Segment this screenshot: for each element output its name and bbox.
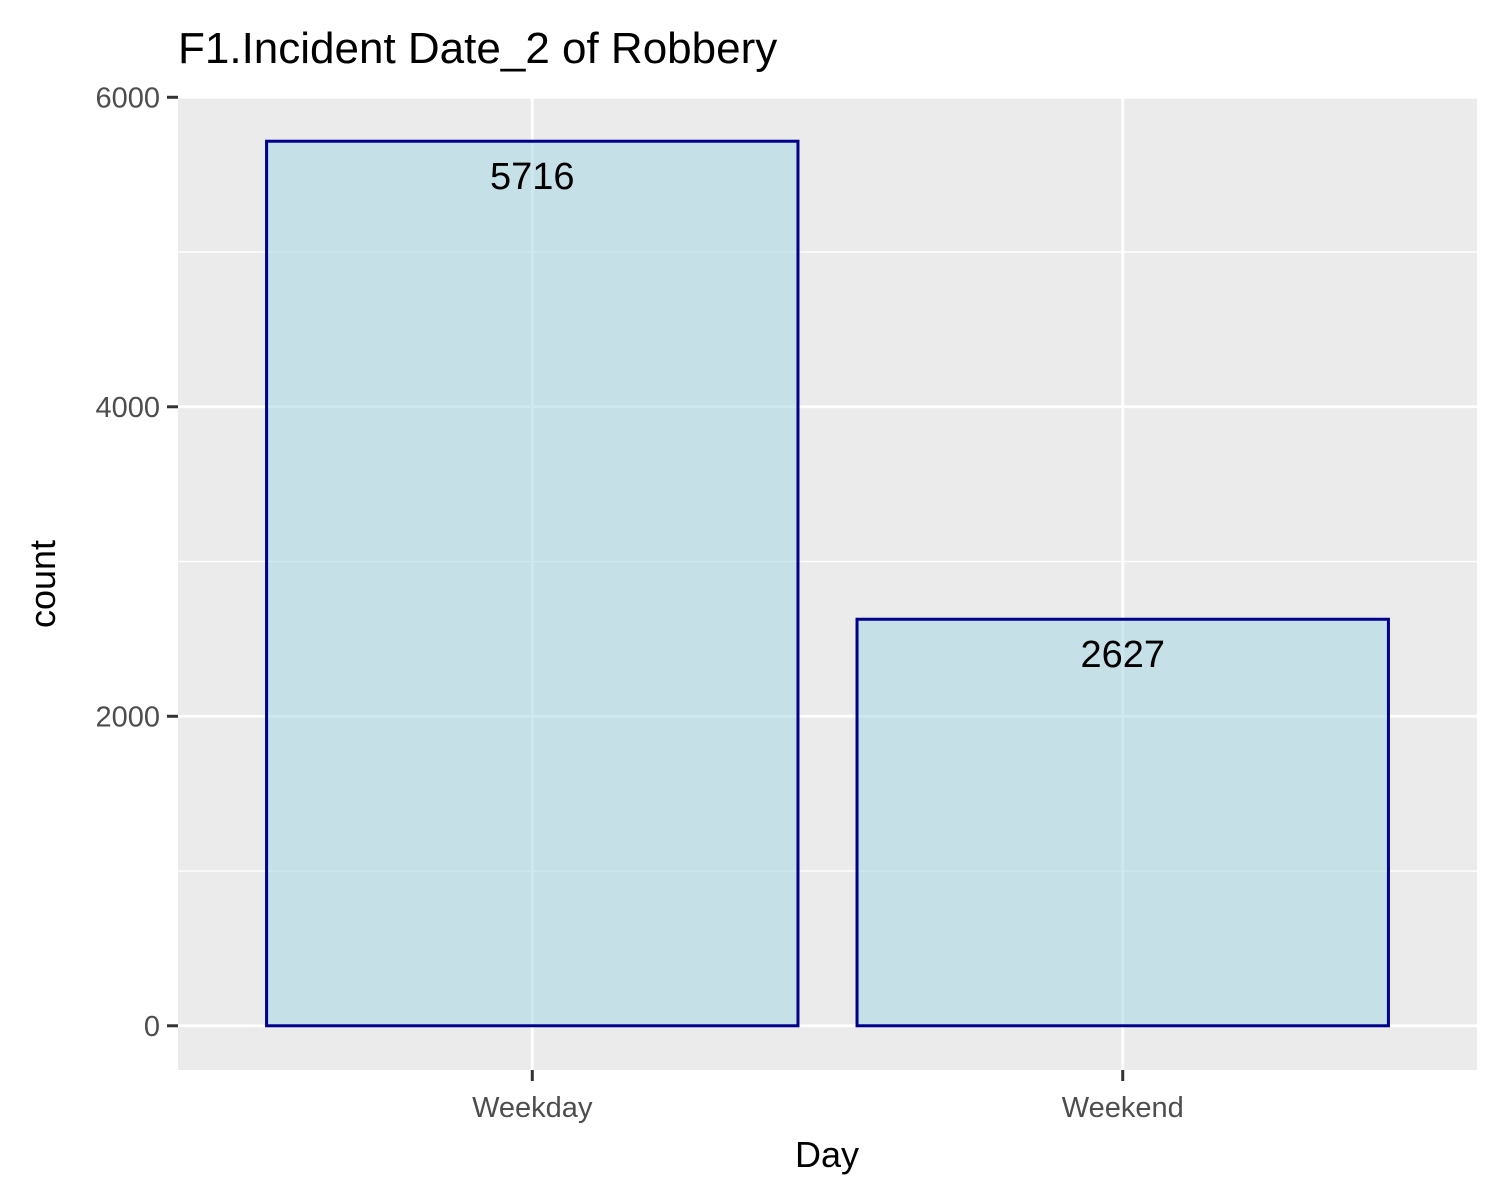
bar-value-label: 2627 (1080, 634, 1165, 676)
bar (855, 617, 1390, 1028)
y-tick-label: 4000 (95, 392, 160, 424)
y-tick-label: 2000 (95, 701, 160, 733)
x-tick-label: Weekend (1062, 1092, 1184, 1124)
bar (265, 139, 800, 1028)
x-tick-label: Weekday (472, 1092, 593, 1124)
bar-value-label: 5716 (490, 156, 575, 198)
y-tick-label: 0 (144, 1011, 160, 1043)
chart-title: F1.Incident Date_2 of Robbery (178, 24, 777, 73)
data-labels: 5716 2627 (490, 156, 1165, 676)
y-tick-label: 6000 (95, 82, 160, 114)
y-axis: 0 2000 4000 6000 (95, 82, 178, 1043)
x-axis-title: Day (795, 1134, 859, 1175)
x-axis: Weekday Weekend (472, 1070, 1184, 1124)
y-axis-title: count (22, 540, 63, 628)
bars (265, 139, 1390, 1028)
